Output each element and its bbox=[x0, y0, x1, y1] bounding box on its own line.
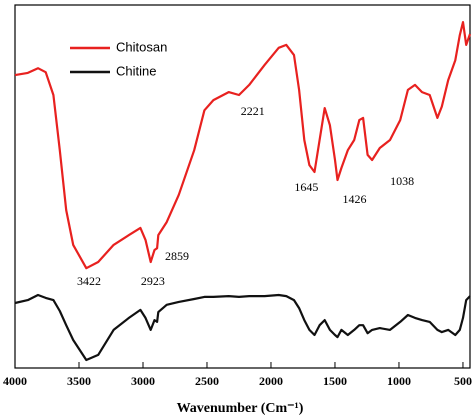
x-tick-label: 500 bbox=[454, 374, 472, 388]
plot-frame bbox=[14, 4, 471, 369]
spectrum-line bbox=[14, 21, 472, 270]
x-tick-label: 3000 bbox=[131, 374, 155, 388]
x-tick-label: 1500 bbox=[323, 374, 347, 388]
legend-label: Chitine bbox=[116, 63, 156, 78]
legend-label: Chitosan bbox=[116, 39, 167, 54]
x-axis-title: Wavenumber (Cm⁻¹) bbox=[177, 401, 304, 416]
spectrum-line bbox=[14, 293, 471, 362]
peak-label: 2221 bbox=[241, 104, 265, 118]
peak-label: 2859 bbox=[165, 249, 189, 263]
peak-label: 2923 bbox=[141, 274, 165, 288]
peak-label: 1426 bbox=[342, 192, 366, 206]
peak-label: 1645 bbox=[294, 180, 318, 194]
x-tick-label: 2000 bbox=[259, 374, 283, 388]
peak-label: 3422 bbox=[77, 274, 101, 288]
x-tick-label: 1000 bbox=[387, 374, 411, 388]
x-tick-label: 2500 bbox=[195, 374, 219, 388]
x-tick-label: 3500 bbox=[67, 374, 91, 388]
x-tick-label: 4000 bbox=[3, 374, 27, 388]
peak-label: 1038 bbox=[390, 174, 414, 188]
